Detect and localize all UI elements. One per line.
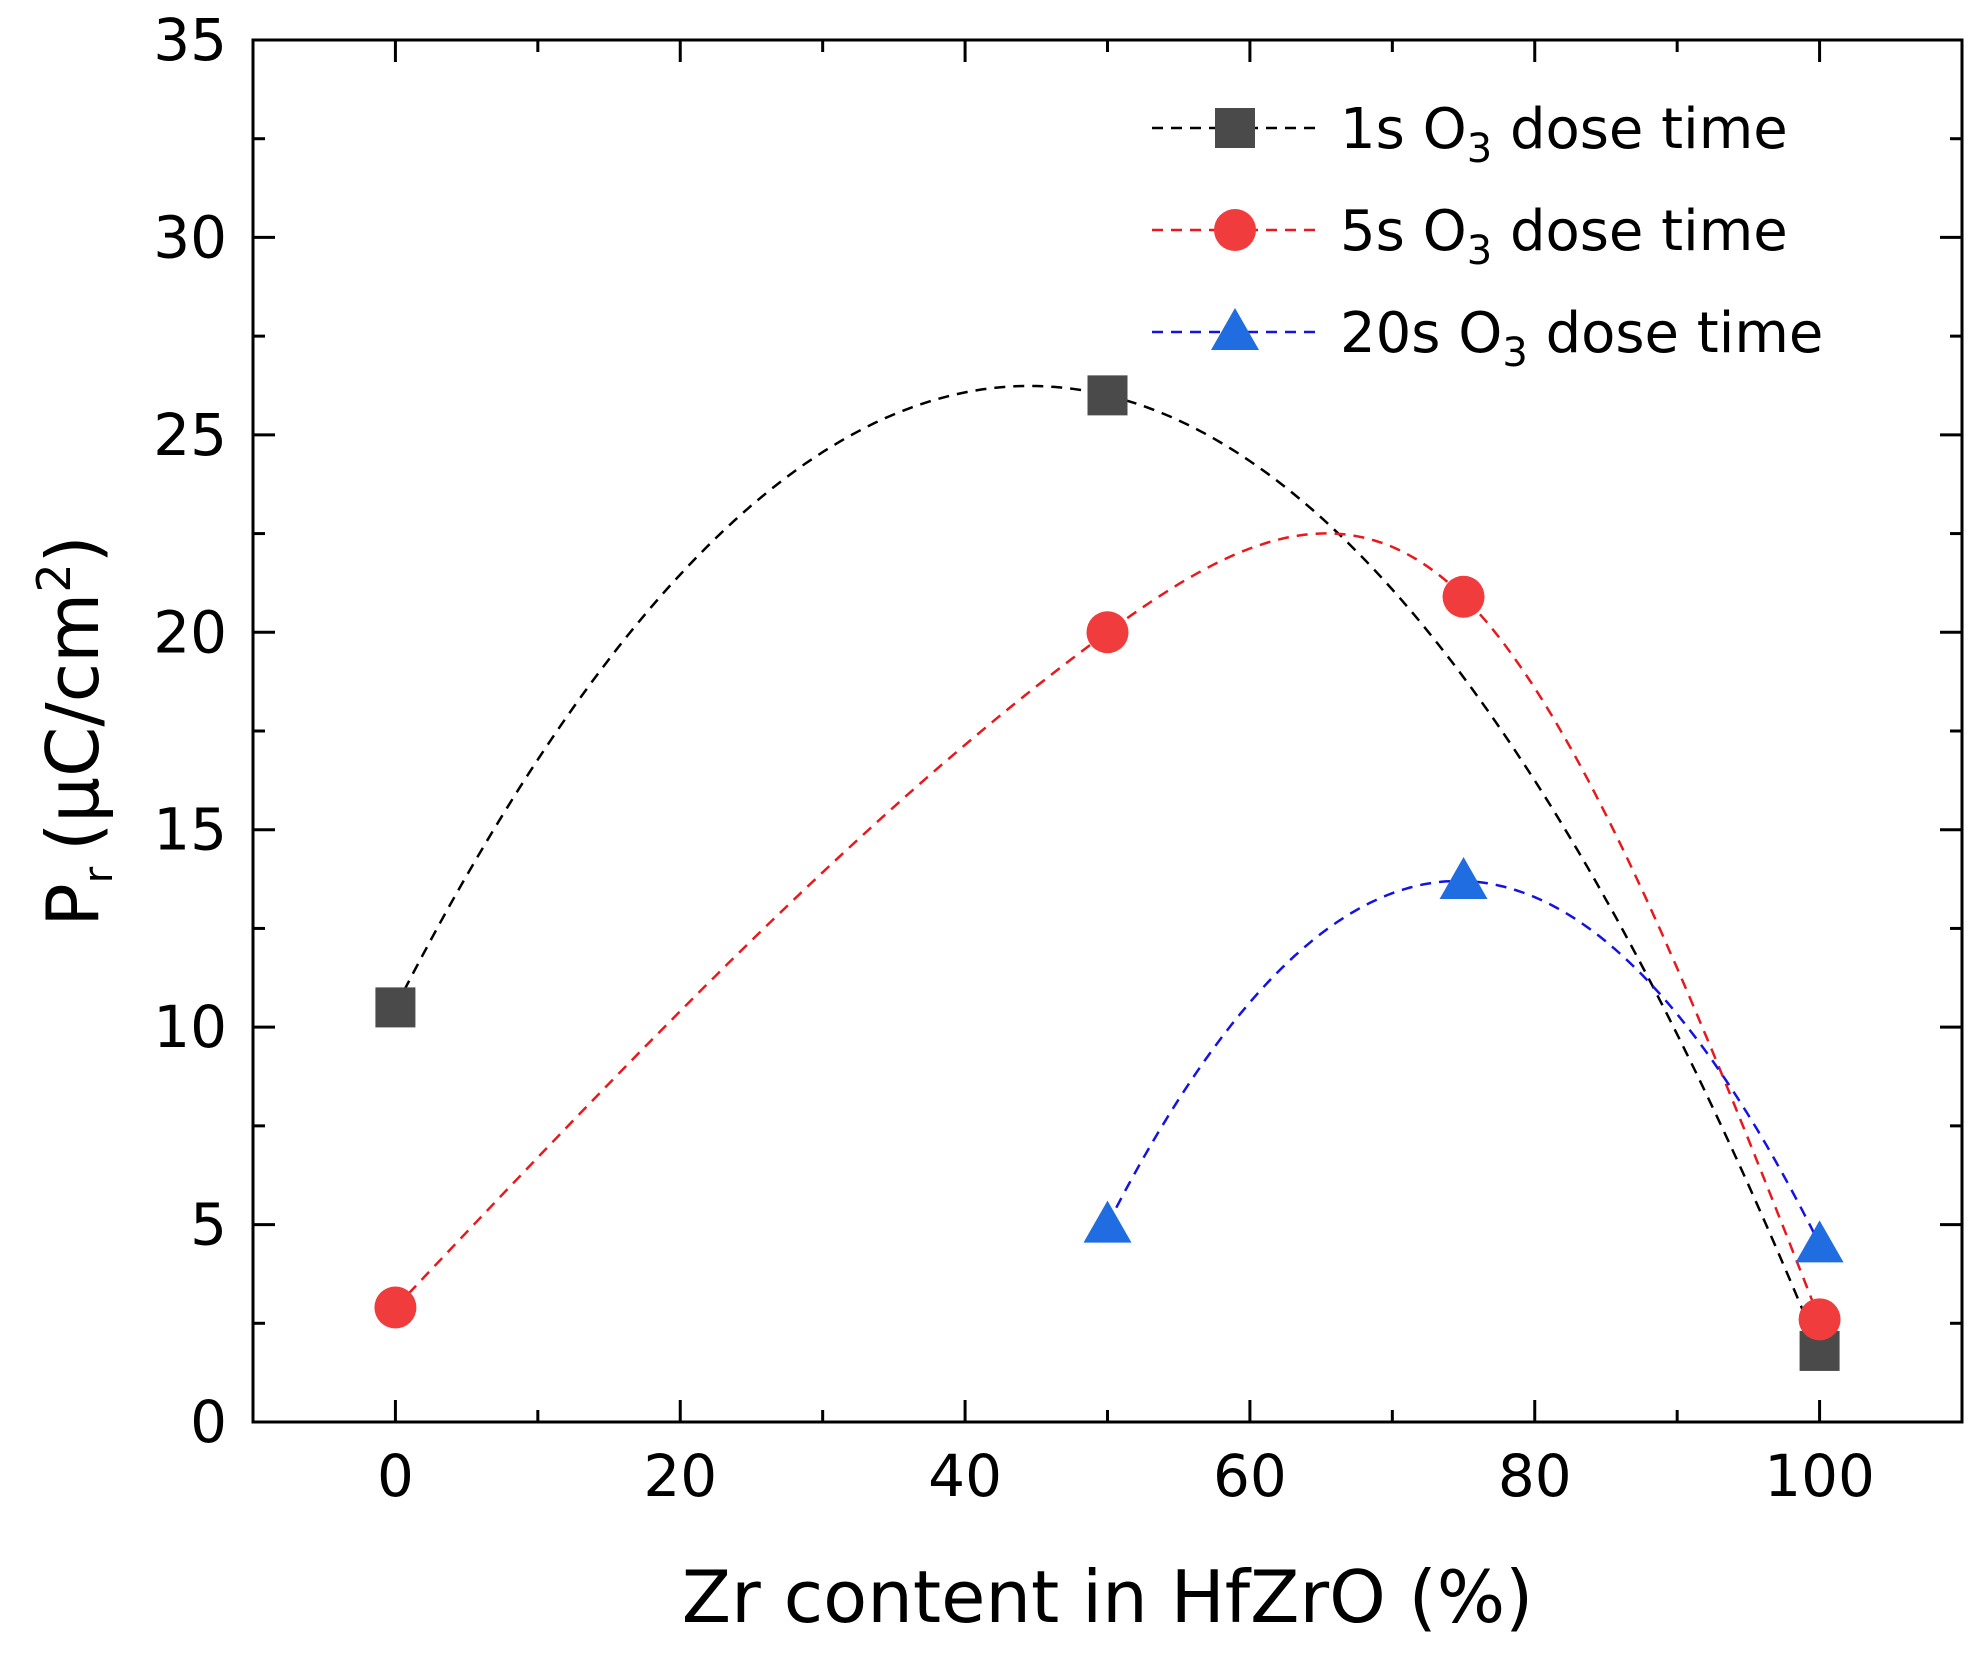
legend-label-rest: dose time [1528, 301, 1824, 366]
legend-label-s2: 5s O3 dose time [1340, 199, 1788, 274]
y-tick-label: 20 [153, 598, 227, 666]
y-tick-label: 30 [153, 203, 227, 271]
legend-marker-s3 [1211, 308, 1259, 350]
curve-s3 [1106, 879, 1821, 1245]
x-tick-label: 0 [377, 1442, 414, 1510]
y-axis-title-superscript: 2 [27, 563, 81, 592]
x-tick-label: 60 [1213, 1442, 1287, 1510]
legend-label-rest: dose time [1492, 199, 1788, 264]
y-axis-title-unit-end: ) [31, 535, 115, 563]
x-axis-title: Zr content in HfZrO (%) [682, 1555, 1533, 1639]
legend-label-main: 20s O [1340, 301, 1502, 366]
data-markers [374, 375, 1844, 1371]
x-tick-label: 20 [643, 1442, 717, 1510]
x-tick-label: 80 [1498, 1442, 1572, 1510]
legend-label-s1: 1s O3 dose time [1340, 97, 1788, 172]
legend-label-subscript: 3 [1467, 228, 1492, 274]
point-s2 [374, 1286, 417, 1329]
curve-s2 [394, 532, 1821, 1320]
legend-label-rest: dose time [1492, 97, 1788, 162]
point-s2 [1798, 1298, 1841, 1341]
legend-label-main: 1s O [1340, 97, 1467, 162]
y-tick-label: 5 [190, 1191, 227, 1259]
legend-marker-s1 [1215, 108, 1255, 148]
point-s3 [1795, 1220, 1844, 1263]
y-tick-label: 15 [153, 796, 227, 864]
y-axis-title: Pr (µC/cm2) [27, 535, 122, 926]
legend-marker-s2 [1214, 209, 1256, 251]
y-tick-label: 0 [190, 1388, 227, 1456]
y-tick-label: 35 [153, 6, 227, 74]
y-tick-labels: 0 5 10 15 20 25 30 35 [153, 6, 227, 1456]
y-axis-title-subscript: r [76, 866, 122, 883]
legend-label-main: 5s O [1340, 199, 1467, 264]
x-tick-label: 100 [1764, 1442, 1875, 1510]
x-tick-labels: 0 20 40 60 80 100 [377, 1442, 1875, 1510]
legend-label-subscript: 3 [1467, 126, 1492, 172]
y-tick-label: 25 [153, 401, 227, 469]
y-axis-title-main: P [31, 883, 115, 926]
point-s2 [1442, 575, 1485, 618]
point-s3 [1439, 857, 1488, 900]
y-tick-label: 10 [153, 993, 227, 1061]
point-s1 [1087, 375, 1128, 416]
x-tick-label: 40 [928, 1442, 1002, 1510]
point-s2 [1086, 611, 1129, 654]
legend-label-s3: 20s O3 dose time [1340, 301, 1823, 376]
legend-label-subscript: 3 [1502, 330, 1527, 376]
point-s1 [375, 987, 416, 1028]
y-axis-title-unit: (µC/cm [31, 593, 115, 851]
point-s3 [1083, 1200, 1132, 1243]
axis-ticks [251, 38, 1964, 1424]
